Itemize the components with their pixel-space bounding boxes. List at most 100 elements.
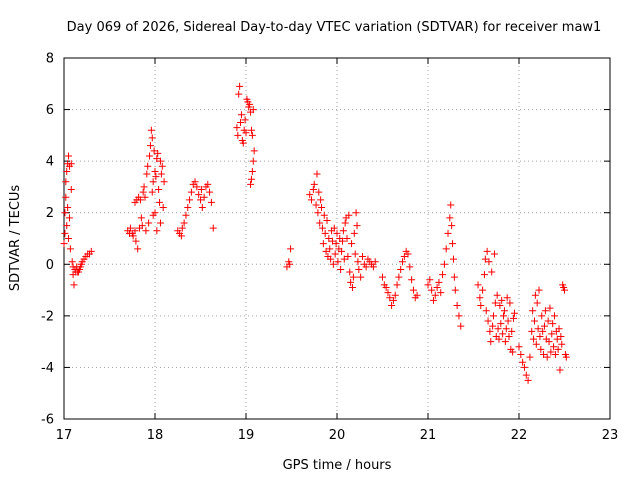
data-point	[379, 273, 386, 281]
data-point	[558, 340, 566, 348]
data-point	[325, 235, 333, 242]
x-tick-label: 19	[238, 428, 255, 443]
data-point	[477, 302, 485, 310]
data-point	[323, 216, 331, 224]
data-point	[491, 299, 499, 307]
data-point	[541, 307, 549, 315]
data-point	[455, 312, 463, 320]
data-point	[129, 232, 137, 240]
data-point	[158, 162, 166, 170]
data-point	[400, 253, 408, 261]
data-point	[449, 240, 457, 248]
x-tick-label: 17	[56, 428, 73, 443]
data-point	[509, 348, 517, 356]
data-point	[510, 309, 518, 317]
data-point	[338, 237, 346, 245]
data-point	[68, 258, 76, 266]
data-point	[247, 180, 255, 188]
data-point	[362, 263, 370, 271]
data-point	[246, 100, 254, 108]
data-point	[61, 209, 69, 217]
data-point	[247, 175, 255, 183]
data-point	[497, 320, 505, 328]
data-point	[332, 240, 340, 248]
data-point	[384, 289, 392, 297]
data-point	[138, 222, 146, 230]
data-point	[504, 317, 512, 325]
data-point	[137, 214, 145, 222]
data-point	[334, 258, 342, 266]
data-point	[483, 247, 491, 255]
data-point	[140, 183, 148, 191]
data-point	[413, 291, 421, 299]
data-point	[531, 291, 539, 299]
x-tick-label: 23	[602, 428, 619, 443]
data-point	[338, 247, 346, 255]
y-axis-label: SDTVAR / TECUs	[8, 185, 23, 292]
data-point	[236, 82, 244, 90]
data-point	[457, 322, 465, 330]
data-point	[64, 204, 72, 212]
data-point	[151, 167, 159, 175]
data-point	[424, 281, 432, 289]
data-point	[250, 147, 258, 155]
data-point	[555, 325, 563, 333]
x-tick-label: 21	[420, 428, 437, 443]
data-point	[327, 255, 335, 263]
data-point	[344, 253, 352, 261]
data-point	[149, 178, 157, 186]
data-point	[143, 170, 151, 178]
data-point	[395, 273, 403, 281]
data-point	[502, 325, 510, 333]
data-point	[206, 188, 214, 196]
data-point	[549, 320, 557, 328]
data-point	[530, 317, 538, 325]
data-point	[153, 155, 161, 163]
data-point	[490, 250, 498, 258]
data-point	[178, 224, 186, 232]
data-point	[141, 193, 149, 201]
data-point	[177, 232, 185, 240]
data-point	[354, 258, 362, 266]
data-point	[248, 131, 256, 139]
data-point	[61, 229, 69, 237]
data-point	[482, 307, 490, 315]
data-point	[505, 332, 513, 340]
data-point	[397, 265, 405, 273]
data-point	[339, 227, 347, 235]
data-point	[490, 312, 498, 320]
data-point	[537, 345, 545, 353]
data-point	[328, 237, 336, 245]
data-point	[493, 291, 501, 299]
data-point	[357, 273, 365, 281]
data-point	[369, 263, 377, 271]
data-point	[548, 330, 556, 338]
data-point	[353, 222, 361, 230]
data-point	[193, 183, 201, 191]
data-point	[508, 327, 516, 335]
data-point	[345, 211, 353, 219]
data-point	[310, 180, 318, 188]
data-point	[439, 271, 447, 279]
data-point	[389, 296, 397, 304]
data-point	[386, 294, 394, 302]
data-point	[474, 281, 482, 289]
data-point	[235, 90, 243, 98]
data-point	[551, 351, 559, 359]
data-point	[341, 219, 349, 227]
data-point	[545, 338, 553, 346]
data-point	[147, 126, 155, 134]
data-point	[442, 245, 450, 253]
data-point	[534, 325, 542, 333]
data-point	[536, 332, 544, 340]
data-point	[404, 250, 412, 258]
data-point	[287, 245, 295, 253]
data-point	[520, 363, 528, 371]
data-point	[237, 111, 245, 119]
data-point	[503, 294, 511, 302]
data-point	[348, 283, 356, 291]
data-point	[409, 286, 417, 294]
data-point	[533, 299, 541, 307]
data-point	[355, 265, 363, 273]
